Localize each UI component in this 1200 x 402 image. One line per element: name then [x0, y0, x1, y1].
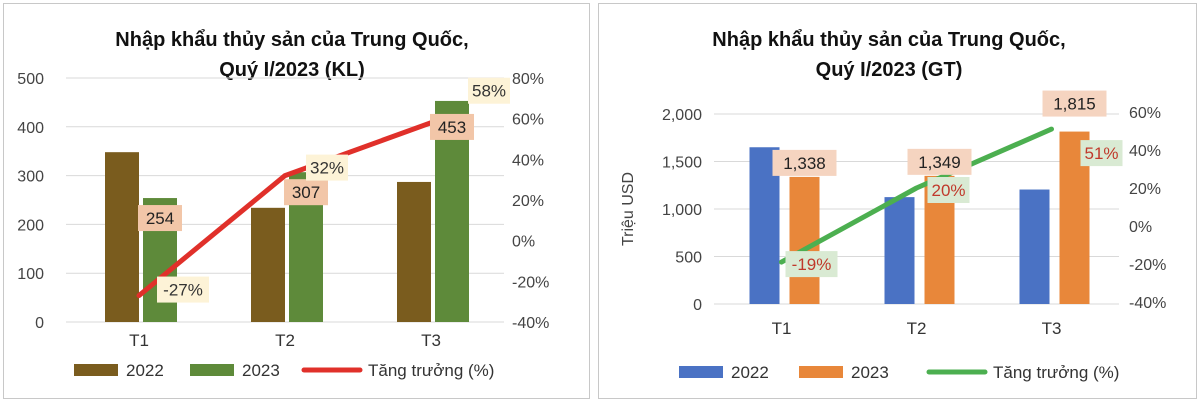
- chart2-legend-label: Tăng trưởng (%): [993, 363, 1119, 382]
- chart1-y-tick-label: 500: [17, 71, 44, 88]
- chart1-x-tick-label: T3: [421, 331, 441, 350]
- chart1-bar-2022: [251, 207, 285, 322]
- chart1-x-tick-label: T2: [275, 331, 295, 350]
- chart1-legend-swatch: [74, 364, 118, 376]
- chart2-y2-tick-label: -20%: [1129, 257, 1166, 274]
- chart1-legend-swatch: [190, 364, 234, 376]
- chart2-y-tick-label: 2,000: [662, 107, 702, 124]
- chart2-growth-label: 51%: [1084, 144, 1118, 163]
- chart2-y-tick-label: 0: [693, 297, 702, 314]
- chart-volume: Nhập khẩu thủy sản của Trung Quốc, Quý I/…: [17, 29, 549, 380]
- chart1-bar-2022: [105, 152, 139, 322]
- chart2-y2-tick-label: 20%: [1129, 181, 1161, 198]
- chart1-growth-label-bg: [468, 77, 510, 104]
- chart1-title-line: Nhập khẩu thủy sản của Trung Quốc,: [115, 29, 468, 51]
- chart2-value-label: 1,338: [783, 154, 826, 173]
- chart1-legend-label: 2022: [126, 361, 164, 380]
- chart2-title-line: Nhập khẩu thủy sản của Trung Quốc,: [712, 29, 1065, 51]
- chart1-bar-2022: [397, 181, 431, 322]
- chart2-y2-tick-label: 40%: [1129, 143, 1161, 160]
- chart2-value-label: 1,349: [918, 153, 961, 172]
- chart1-title-line: Quý I/2023 (KL): [219, 59, 365, 81]
- chart1-y-tick-label: 200: [17, 217, 44, 234]
- chart2-y2-tick-label: -40%: [1129, 295, 1166, 312]
- chart1-legend-label: Tăng trưởng (%): [368, 361, 494, 380]
- chart1-growth-label: 58%: [472, 82, 506, 101]
- chart1-growth-label: 32%: [310, 159, 344, 178]
- chart2-y2-tick-label: 60%: [1129, 105, 1161, 122]
- chart1-value-label: 307: [292, 183, 320, 202]
- chart1-y-tick-label: 0: [35, 315, 44, 332]
- chart2-growth-label-bg: [785, 251, 838, 278]
- chart1-y-tick-label: 300: [17, 169, 44, 186]
- chart2-y-tick-label: 1,000: [662, 202, 702, 219]
- chart1-value-label-bg: [138, 205, 182, 232]
- chart1-value-label: 453: [438, 118, 466, 137]
- chart2-x-tick-label: T3: [1042, 319, 1062, 338]
- chart1-y-tick-label: 400: [17, 120, 44, 137]
- chart2-y-axis-label: Triệu USD: [620, 172, 637, 246]
- chart2-growth-label: 20%: [931, 181, 965, 200]
- chart1-value-label-bg: [430, 113, 474, 140]
- chart1-y-tick-label: 100: [17, 266, 44, 283]
- chart1-growth-label-bg: [306, 154, 348, 181]
- chart2-x-tick-label: T2: [907, 319, 927, 338]
- chart1-y2-tick-label: 60%: [512, 112, 544, 129]
- chart1-y2-tick-label: 80%: [512, 71, 544, 88]
- chart2-bar-2022: [884, 197, 915, 304]
- chart1-value-label: 254: [146, 209, 174, 228]
- chart1-legend-label: 2023: [242, 361, 280, 380]
- chart2-value-label-bg: [1042, 90, 1107, 117]
- chart2-value-label: 1,815: [1053, 95, 1096, 114]
- chart2-legend-swatch: [679, 366, 723, 378]
- chart2-legend-label: 2022: [731, 363, 769, 382]
- chart1-growth-label-bg: [157, 276, 209, 303]
- chart1-growth-line: [136, 120, 434, 299]
- chart2-value-label-bg: [772, 149, 837, 176]
- chart2-bar-2022: [1019, 189, 1050, 304]
- chart2-growth-label-bg: [927, 177, 970, 203]
- chart-value: Nhập khẩu thủy sản của Trung Quốc, Quý I/…: [620, 29, 1166, 382]
- chart1-x-tick-label: T1: [129, 331, 149, 350]
- chart1-y2-tick-label: -40%: [512, 315, 549, 332]
- chart1-growth-label: -27%: [163, 281, 203, 300]
- chart2-growth-label: -19%: [792, 255, 832, 274]
- chart2-title-line: Quý I/2023 (GT): [816, 59, 963, 81]
- chart2-y2-tick-label: 0%: [1129, 219, 1152, 236]
- chart1-y2-tick-label: 0%: [512, 234, 535, 251]
- chart2-legend-label: 2023: [851, 363, 889, 382]
- chart2-growth-label-bg: [1080, 140, 1123, 167]
- chart2-value-label-bg: [907, 148, 972, 175]
- chart1-y2-tick-label: -20%: [512, 274, 549, 291]
- chart2-growth-line: [779, 126, 1054, 265]
- chart2-bar-2023: [789, 176, 820, 304]
- chart2-y-tick-label: 1,500: [662, 155, 702, 172]
- chart2-y-tick-label: 500: [675, 250, 702, 267]
- chart1-value-label-bg: [284, 179, 328, 206]
- chart2-legend-swatch: [799, 366, 843, 378]
- chart1-y2-tick-label: 20%: [512, 193, 544, 210]
- chart1-y2-tick-label: 40%: [512, 152, 544, 169]
- chart2-x-tick-label: T1: [772, 319, 792, 338]
- chart-panel-value: Nhập khẩu thủy sản của Trung Quốc, Quý I/…: [598, 3, 1197, 399]
- chart-panel-volume: Nhập khẩu thủy sản của Trung Quốc, Quý I/…: [3, 3, 590, 399]
